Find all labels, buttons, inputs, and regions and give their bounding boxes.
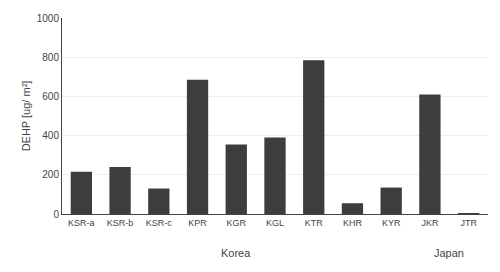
svg-text:200: 200	[42, 169, 59, 180]
svg-text:KHR: KHR	[343, 218, 363, 228]
svg-text:KSR-b: KSR-b	[107, 218, 134, 228]
svg-text:KSR-c: KSR-c	[146, 218, 173, 228]
svg-text:KSR-a: KSR-a	[68, 218, 95, 228]
svg-text:0: 0	[53, 209, 59, 220]
svg-text:DEHP [ug/ m²]: DEHP [ug/ m²]	[20, 81, 32, 152]
svg-text:Japan: Japan	[434, 247, 464, 259]
svg-text:KGL: KGL	[266, 218, 284, 228]
svg-text:Korea: Korea	[221, 247, 251, 259]
svg-text:800: 800	[42, 52, 59, 63]
svg-text:KPR: KPR	[188, 218, 207, 228]
svg-text:400: 400	[42, 130, 59, 141]
svg-text:600: 600	[42, 91, 59, 102]
svg-text:KGR: KGR	[227, 218, 247, 228]
svg-text:JKR: JKR	[421, 218, 439, 228]
svg-text:JTR: JTR	[460, 218, 477, 228]
svg-text:KYR: KYR	[382, 218, 401, 228]
svg-text:KTR: KTR	[305, 218, 324, 228]
svg-text:1000: 1000	[37, 13, 60, 24]
